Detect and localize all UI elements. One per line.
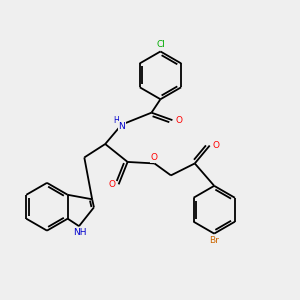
Text: O: O xyxy=(213,141,220,150)
Text: Br: Br xyxy=(209,236,219,245)
Text: N: N xyxy=(118,122,125,130)
Text: Cl: Cl xyxy=(156,40,165,50)
Text: NH: NH xyxy=(74,228,87,237)
Text: O: O xyxy=(151,153,158,162)
Text: H: H xyxy=(113,116,119,124)
Text: O: O xyxy=(109,180,116,189)
Text: O: O xyxy=(176,116,182,124)
